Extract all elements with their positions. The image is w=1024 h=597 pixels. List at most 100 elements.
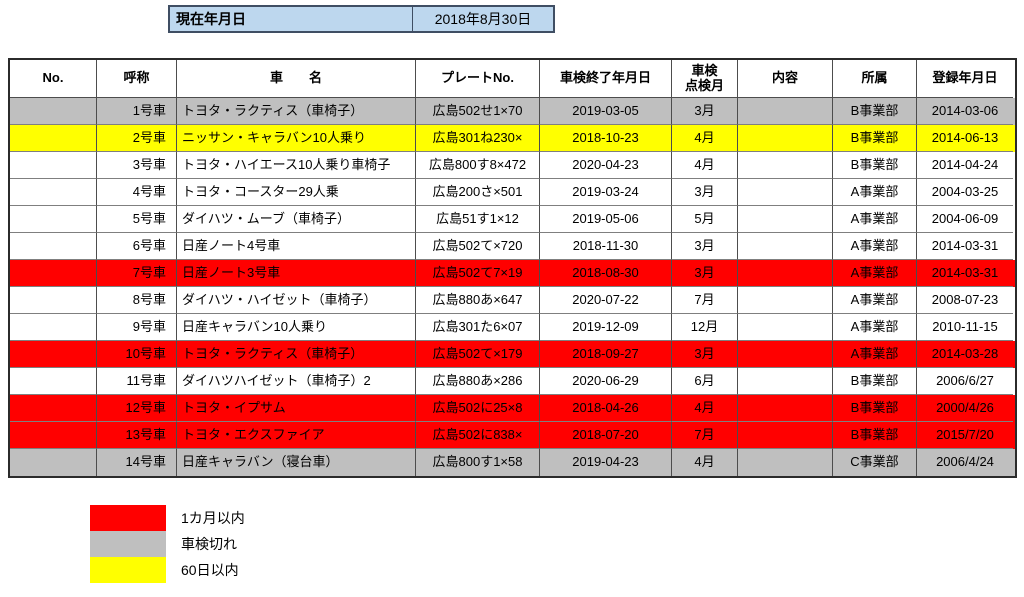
cell-end[interactable]: 2019-05-06 [540,206,672,233]
header-inspection-end[interactable]: 車検終了年月日 [540,60,672,98]
cell-plate[interactable]: 広島51す1×12 [416,206,540,233]
cell-reg[interactable]: 2014-03-31 [917,233,1013,260]
cell-model[interactable]: ニッサン・キャラバン10人乗り [177,125,416,152]
cell-name[interactable]: 10号車 [97,341,177,368]
cell-dept[interactable]: B事業部 [833,125,917,152]
header-department[interactable]: 所属 [833,60,917,98]
cell-dept[interactable]: B事業部 [833,395,917,422]
cell-reg[interactable]: 2006/6/27 [917,368,1013,395]
cell-dept[interactable]: A事業部 [833,260,917,287]
cell-dept[interactable]: C事業部 [833,449,917,476]
cell-month[interactable]: 4月 [672,395,738,422]
cell-content[interactable] [738,314,833,341]
cell-end[interactable]: 2019-04-23 [540,449,672,476]
cell-month[interactable]: 3月 [672,98,738,125]
cell-no[interactable] [10,179,97,206]
cell-content[interactable] [738,98,833,125]
cell-dept[interactable]: A事業部 [833,206,917,233]
cell-dept[interactable]: A事業部 [833,287,917,314]
cell-content[interactable] [738,152,833,179]
current-date-value[interactable]: 2018年8月30日 [434,11,532,27]
cell-name[interactable]: 9号車 [97,314,177,341]
cell-dept[interactable]: A事業部 [833,341,917,368]
cell-no[interactable] [10,449,97,476]
cell-month[interactable]: 6月 [672,368,738,395]
cell-content[interactable] [738,422,833,449]
cell-name[interactable]: 12号車 [97,395,177,422]
cell-end[interactable]: 2019-03-24 [540,179,672,206]
cell-end[interactable]: 2018-11-30 [540,233,672,260]
cell-reg[interactable]: 2014-03-06 [917,98,1013,125]
cell-end[interactable]: 2020-07-22 [540,287,672,314]
cell-no[interactable] [10,98,97,125]
cell-end[interactable]: 2018-04-26 [540,395,672,422]
cell-month[interactable]: 3月 [672,260,738,287]
cell-reg[interactable]: 2014-03-31 [917,260,1013,287]
cell-reg[interactable]: 2014-03-28 [917,341,1013,368]
cell-model[interactable]: 日産キャラバン10人乗り [177,314,416,341]
cell-name[interactable]: 6号車 [97,233,177,260]
cell-no[interactable] [10,368,97,395]
header-model[interactable]: 車 名 [177,60,416,98]
cell-month[interactable]: 3月 [672,233,738,260]
cell-reg[interactable]: 2014-04-24 [917,152,1013,179]
cell-end[interactable]: 2018-07-20 [540,422,672,449]
cell-end[interactable]: 2019-03-05 [540,98,672,125]
cell-reg[interactable]: 2000/4/26 [917,395,1013,422]
cell-no[interactable] [10,206,97,233]
cell-month[interactable]: 4月 [672,449,738,476]
cell-model[interactable]: トヨタ・イプサム [177,395,416,422]
cell-no[interactable] [10,287,97,314]
cell-plate[interactable]: 広島502せ1×70 [416,98,540,125]
cell-plate[interactable]: 広島502に25×8 [416,395,540,422]
cell-month[interactable]: 3月 [672,341,738,368]
cell-no[interactable] [10,314,97,341]
cell-name[interactable]: 4号車 [97,179,177,206]
cell-dept[interactable]: B事業部 [833,368,917,395]
cell-dept[interactable]: B事業部 [833,152,917,179]
header-plate[interactable]: プレートNo. [416,60,540,98]
cell-plate[interactable]: 広島502て×179 [416,341,540,368]
cell-model[interactable]: トヨタ・ハイエース10人乗り車椅子 [177,152,416,179]
header-inspection-month[interactable]: 車検 点検月 [672,60,738,98]
cell-name[interactable]: 3号車 [97,152,177,179]
cell-model[interactable]: トヨタ・ラクティス（車椅子） [177,98,416,125]
cell-month[interactable]: 5月 [672,206,738,233]
cell-month[interactable]: 3月 [672,179,738,206]
cell-model[interactable]: ダイハツハイゼット（車椅子）2 [177,368,416,395]
cell-name[interactable]: 8号車 [97,287,177,314]
cell-no[interactable] [10,422,97,449]
cell-content[interactable] [738,287,833,314]
cell-end[interactable]: 2018-09-27 [540,341,672,368]
cell-reg[interactable]: 2006/4/24 [936,454,994,470]
cell-plate[interactable]: 広島880あ×647 [416,287,540,314]
cell-plate[interactable]: 広島502に838× [416,422,540,449]
cell-plate[interactable]: 広島502て7×19 [416,260,540,287]
cell-content[interactable] [738,206,833,233]
cell-name[interactable]: 2号車 [97,125,177,152]
cell-plate[interactable]: 広島301た6×07 [416,314,540,341]
cell-name[interactable]: 7号車 [97,260,177,287]
cell-month[interactable]: 4月 [672,152,738,179]
cell-month[interactable]: 7月 [672,422,738,449]
cell-content[interactable] [738,125,833,152]
header-registration-date[interactable]: 登録年月日 [917,60,1013,98]
cell-name[interactable]: 13号車 [97,422,177,449]
cell-plate[interactable]: 広島502て×720 [416,233,540,260]
cell-no[interactable] [10,233,97,260]
cell-content[interactable] [738,233,833,260]
cell-end[interactable]: 2019-12-09 [540,314,672,341]
cell-dept[interactable]: A事業部 [833,314,917,341]
cell-content[interactable] [738,449,833,476]
header-name[interactable]: 呼称 [97,60,177,98]
cell-model[interactable]: ダイハツ・ムーブ（車椅子） [177,206,416,233]
cell-name[interactable]: 14号車 [97,449,177,476]
cell-dept[interactable]: A事業部 [833,233,917,260]
cell-content[interactable] [738,368,833,395]
cell-reg[interactable]: 2008-07-23 [917,287,1013,314]
header-no[interactable]: No. [10,60,97,98]
cell-reg[interactable]: 2014-06-13 [917,125,1013,152]
cell-name[interactable]: 5号車 [97,206,177,233]
cell-name[interactable]: 11号車 [97,368,177,395]
cell-model[interactable]: トヨタ・エクスファイア [177,422,416,449]
